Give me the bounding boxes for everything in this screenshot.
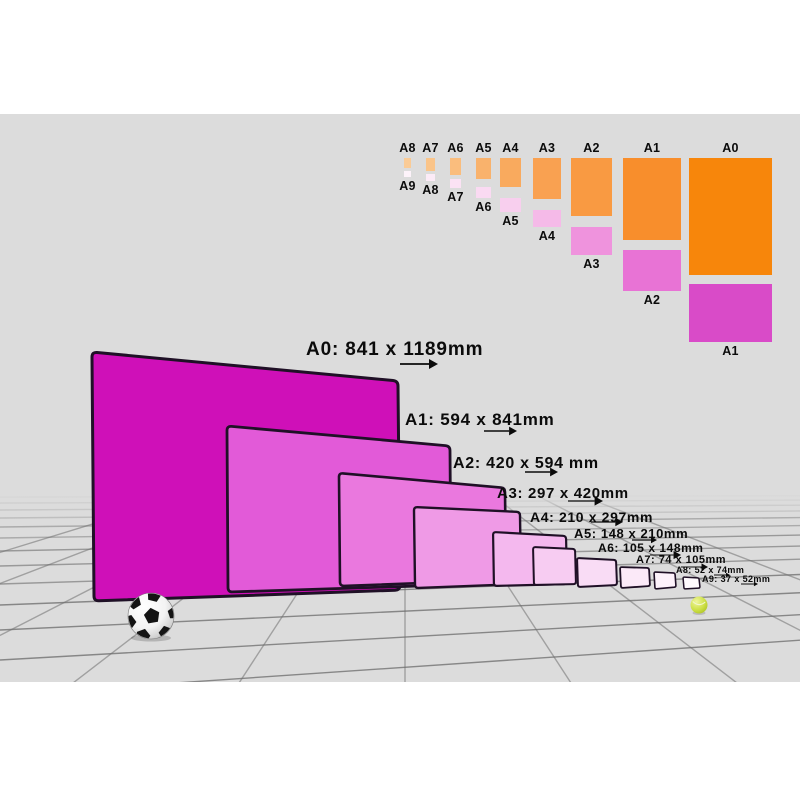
chart-half-label-a4: A4 [538,229,556,243]
sheet-a5 [532,546,577,586]
sheet-a7 [619,566,651,589]
arrow-head [673,550,681,560]
chart-half-label-a2: A2 [643,293,661,307]
chart-half-rect-a6 [476,187,491,198]
sheet-label-a0: A0: 841 x 1189mm [306,339,484,360]
arrow-head [726,572,730,578]
label-arrow-a4 [591,517,623,527]
chart-half-label-a6: A6 [475,200,492,214]
arrow-head [594,496,603,506]
sheet-a8 [653,571,677,590]
grid-line-horizontal [0,613,800,661]
chart-half-rect-a5 [500,198,521,212]
chart-size-label-a8: A8 [399,141,416,155]
grid-line-depth [584,496,800,581]
sheet-label-a1: A1: 594 x 841mm [405,410,555,429]
chart-half-rect-a8 [426,174,435,181]
chart-half-label-a1: A1 [722,344,739,358]
chart-half-label-a3: A3 [583,257,600,271]
arrow-head [509,426,517,436]
sheet-label-a9: A9: 37 x 52mm [702,574,771,584]
sheet-a6 [576,557,618,588]
sheet-a9 [682,576,701,590]
grid-line-horizontal [179,639,800,682]
tennis-ball [690,596,708,614]
label-arrow-a6 [650,550,681,560]
label-arrow-a5 [632,536,657,544]
arrow-head [429,359,438,369]
label-arrow-a8 [714,572,730,578]
label-arrow-a1 [484,426,517,436]
chart-half-rect-a4 [533,210,561,227]
arrow-head [701,563,708,571]
grid-line-depth [494,496,737,682]
sheet-label-a4: A4: 210 x 297mm [530,509,654,525]
chart-size-label-a7: A7 [422,141,439,155]
arrow-head [550,467,558,477]
sheet-label-a6: A6: 105 x 148mm [598,541,704,555]
chart-half-label-a9: A9 [399,179,416,193]
sheet-label-a2: A2: 420 x 594 mm [453,455,599,472]
chart-portrait-rect-a5 [476,158,491,179]
chart-half-rect-a7 [450,179,461,188]
chart-portrait-rect-a1 [623,158,681,240]
arrow-head [753,581,758,587]
chart-portrait-rect-a4 [500,158,521,187]
label-arrow-a7 [681,563,708,571]
label-arrow-a3 [568,496,603,506]
chart-size-label-a3: A3 [538,141,556,155]
chart-size-label-a2: A2 [583,141,600,155]
chart-size-label-a6: A6 [447,141,464,155]
sheet-label-a7: A7: 74 x 105mm [636,554,727,566]
chart-half-label-a7: A7 [447,190,464,204]
label-arrow-a9 [741,581,758,587]
chart-half-rect-a9 [404,171,411,177]
chart-portrait-rect-a7 [426,158,435,171]
grid-line-depth [0,496,181,554]
tennis-ball-seam [692,601,706,606]
sheet-label-a8: A8: 52 x 74mm [676,565,745,575]
chart-size-label-a4: A4 [502,141,519,155]
grid-line-depth [539,496,800,632]
arrow-head [651,536,657,544]
sheet-label-a5: A5: 148 x 210mm [574,526,689,541]
chart-half-label-a5: A5 [502,214,519,228]
sheet-label-a3: A3: 297 x 420mm [497,485,629,502]
chart-portrait-rect-a6 [450,158,461,175]
chart-portrait-rect-a8 [404,158,411,168]
label-arrow-a0 [400,359,438,369]
chart-half-rect-a1 [689,284,772,342]
chart-portrait-rect-a3 [533,158,561,199]
chart-half-label-a8: A8 [422,183,439,197]
label-arrow-a2 [525,467,558,477]
chart-size-label-a0: A0 [722,141,739,155]
chart-size-label-a1: A1 [643,141,661,155]
chart-half-rect-a3 [571,227,612,255]
chart-half-rect-a2 [623,250,681,291]
chart-portrait-rect-a2 [571,158,612,216]
chart-portrait-rect-a0 [689,158,772,275]
chart-size-label-a5: A5 [475,141,492,155]
arrow-head [615,517,623,527]
